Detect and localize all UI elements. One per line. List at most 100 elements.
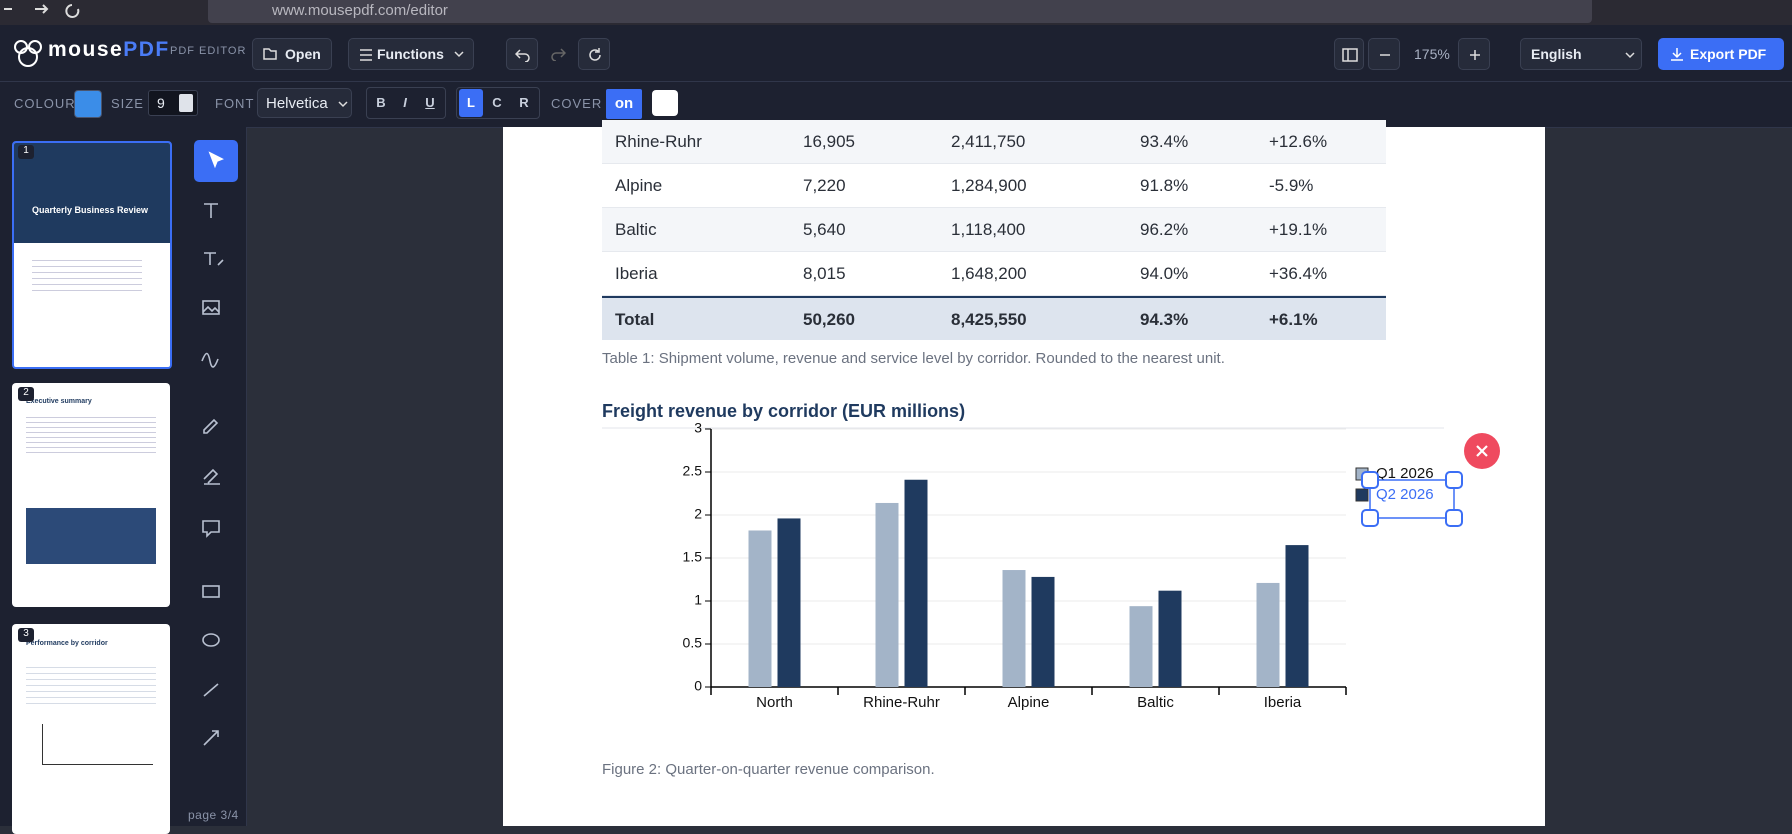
table-cell: 1,648,200 — [951, 264, 1027, 283]
size-value: 9 — [157, 95, 165, 111]
table-cell: 94.3% — [1140, 310, 1189, 329]
table-cell: 8,425,550 — [951, 310, 1027, 329]
list-icon — [360, 49, 372, 61]
zoom-out[interactable] — [1368, 38, 1400, 70]
bar — [1158, 590, 1182, 687]
resize-handle[interactable] — [1445, 509, 1463, 527]
logo-accent: PDF — [123, 38, 170, 61]
resize-handle[interactable] — [1361, 471, 1379, 489]
url-field[interactable] — [208, 0, 1592, 23]
table-cell: 2,411,750 — [951, 132, 1026, 151]
table-cell: 1,284,900 — [951, 176, 1027, 195]
thumb-banner — [14, 143, 170, 243]
refresh-button[interactable] — [578, 38, 610, 70]
colour-label: COLOUR — [14, 96, 76, 111]
spinner[interactable] — [179, 94, 193, 112]
align-right[interactable]: R — [519, 95, 529, 110]
table-row: Alpine 7,220 1,284,900 91.8% -5.9% — [602, 164, 1386, 208]
sidebar-toggle[interactable] — [1334, 38, 1364, 70]
chevron — [338, 101, 348, 108]
functions-label: Functions — [377, 46, 444, 62]
zoom-in[interactable] — [1458, 38, 1490, 70]
refresh-icon — [589, 48, 601, 61]
y-tick-label: 0.5 — [683, 635, 703, 651]
size-label: SIZE — [111, 96, 144, 111]
table-cell: Iberia — [615, 264, 658, 283]
redo-button[interactable] — [542, 38, 574, 70]
open-button[interactable]: Open — [252, 38, 332, 70]
table-cell: 7,220 — [803, 176, 846, 195]
style-group — [366, 87, 446, 119]
legend-label[interactable]: Q2 2026 — [1376, 486, 1434, 503]
align-center[interactable]: C — [492, 95, 502, 110]
italic-button[interactable]: I — [403, 95, 407, 110]
font-label: FONT — [215, 96, 255, 111]
nav-icons — [4, 4, 80, 18]
table-cell: 8,015 — [803, 264, 846, 283]
legend-swatch — [1355, 488, 1369, 502]
bar — [875, 502, 899, 687]
figure-caption: Figure 2: Quarter-on-quarter revenue com… — [602, 761, 935, 778]
table-cell: Total — [615, 310, 655, 329]
logo-icon — [14, 40, 42, 67]
colour-swatch[interactable] — [74, 90, 102, 118]
x-tick-label: Iberia — [1264, 694, 1302, 711]
font-value: Helvetica — [266, 95, 328, 112]
table-cell: +19.1% — [1269, 220, 1328, 239]
table-cell: 1,118,400 — [951, 220, 1026, 239]
x-tick-label: Alpine — [1008, 694, 1050, 711]
export-button[interactable]: Export PDF — [1658, 38, 1784, 70]
table-cell: +36.4% — [1269, 264, 1328, 283]
chevron — [1625, 52, 1635, 59]
zoom-level: 175% — [1414, 46, 1450, 62]
functions-button[interactable]: Functions — [348, 38, 474, 70]
table-cell: 16,905 — [803, 132, 855, 151]
plus-icon — [1470, 50, 1480, 60]
thumbnail-3[interactable]: Performance by corridor — [12, 624, 170, 834]
open-label: Open — [285, 46, 321, 62]
table-caption: Table 1: Shipment volume, revenue and se… — [602, 350, 1225, 367]
table-cell: 50,260 — [803, 310, 855, 329]
thumb-title: Quarterly Business Review — [32, 205, 149, 215]
url[interactable]: www.mousepdf.com/editor — [272, 2, 448, 19]
underline-button[interactable]: U — [425, 95, 435, 110]
thumbnail-2[interactable]: Executive summary — [12, 383, 170, 607]
table-cell: 93.4% — [1140, 132, 1189, 151]
chart-title: Freight revenue by corridor (EUR million… — [602, 401, 965, 421]
resize-handle[interactable] — [1445, 471, 1463, 489]
page-number: 3 — [18, 628, 34, 642]
table-cell: -5.9% — [1269, 176, 1314, 195]
download-icon — [1671, 48, 1683, 61]
y-tick-label: 2 — [694, 506, 702, 522]
bar — [748, 530, 772, 687]
table-cell: 5,640 — [803, 220, 846, 239]
table-row: Iberia 8,015 1,648,200 94.0% +36.4% — [602, 252, 1386, 296]
resize-handle[interactable] — [1361, 509, 1379, 527]
cover-toggle[interactable]: on — [606, 89, 642, 119]
table-cell: Alpine — [615, 176, 663, 195]
table-cell: +6.1% — [1269, 310, 1318, 329]
page-indicator: page 3/4 — [188, 808, 239, 822]
align-left[interactable]: L — [459, 89, 483, 117]
thumbnail-panel: Quarterly Business Review Executive summ… — [0, 127, 177, 834]
logo-text: mouse — [48, 38, 124, 61]
minus-icon — [1380, 54, 1390, 56]
thumb-image — [26, 508, 156, 564]
tool-icons — [201, 151, 224, 746]
align-group — [456, 87, 540, 119]
bold-button[interactable]: B — [376, 95, 386, 110]
size-input[interactable]: 9 — [148, 90, 198, 116]
thumbnail-1[interactable]: Quarterly Business Review — [12, 141, 172, 369]
cover-colour[interactable] — [652, 90, 678, 116]
thumb-title: Executive summary — [26, 398, 92, 405]
page-number: 2 — [18, 387, 34, 401]
x-tick-label: Baltic — [1137, 694, 1174, 711]
font-select[interactable]: Helvetica — [257, 88, 352, 118]
table-cell: 91.8% — [1140, 176, 1189, 195]
legend-label[interactable]: Q1 2026 — [1376, 465, 1434, 482]
undo-button[interactable] — [506, 38, 538, 70]
language-select[interactable]: English — [1520, 38, 1642, 70]
browser-bar: www.mousepdf.com/editor — [0, 0, 1792, 25]
table-cell: Rhine-Ruhr — [615, 132, 702, 151]
